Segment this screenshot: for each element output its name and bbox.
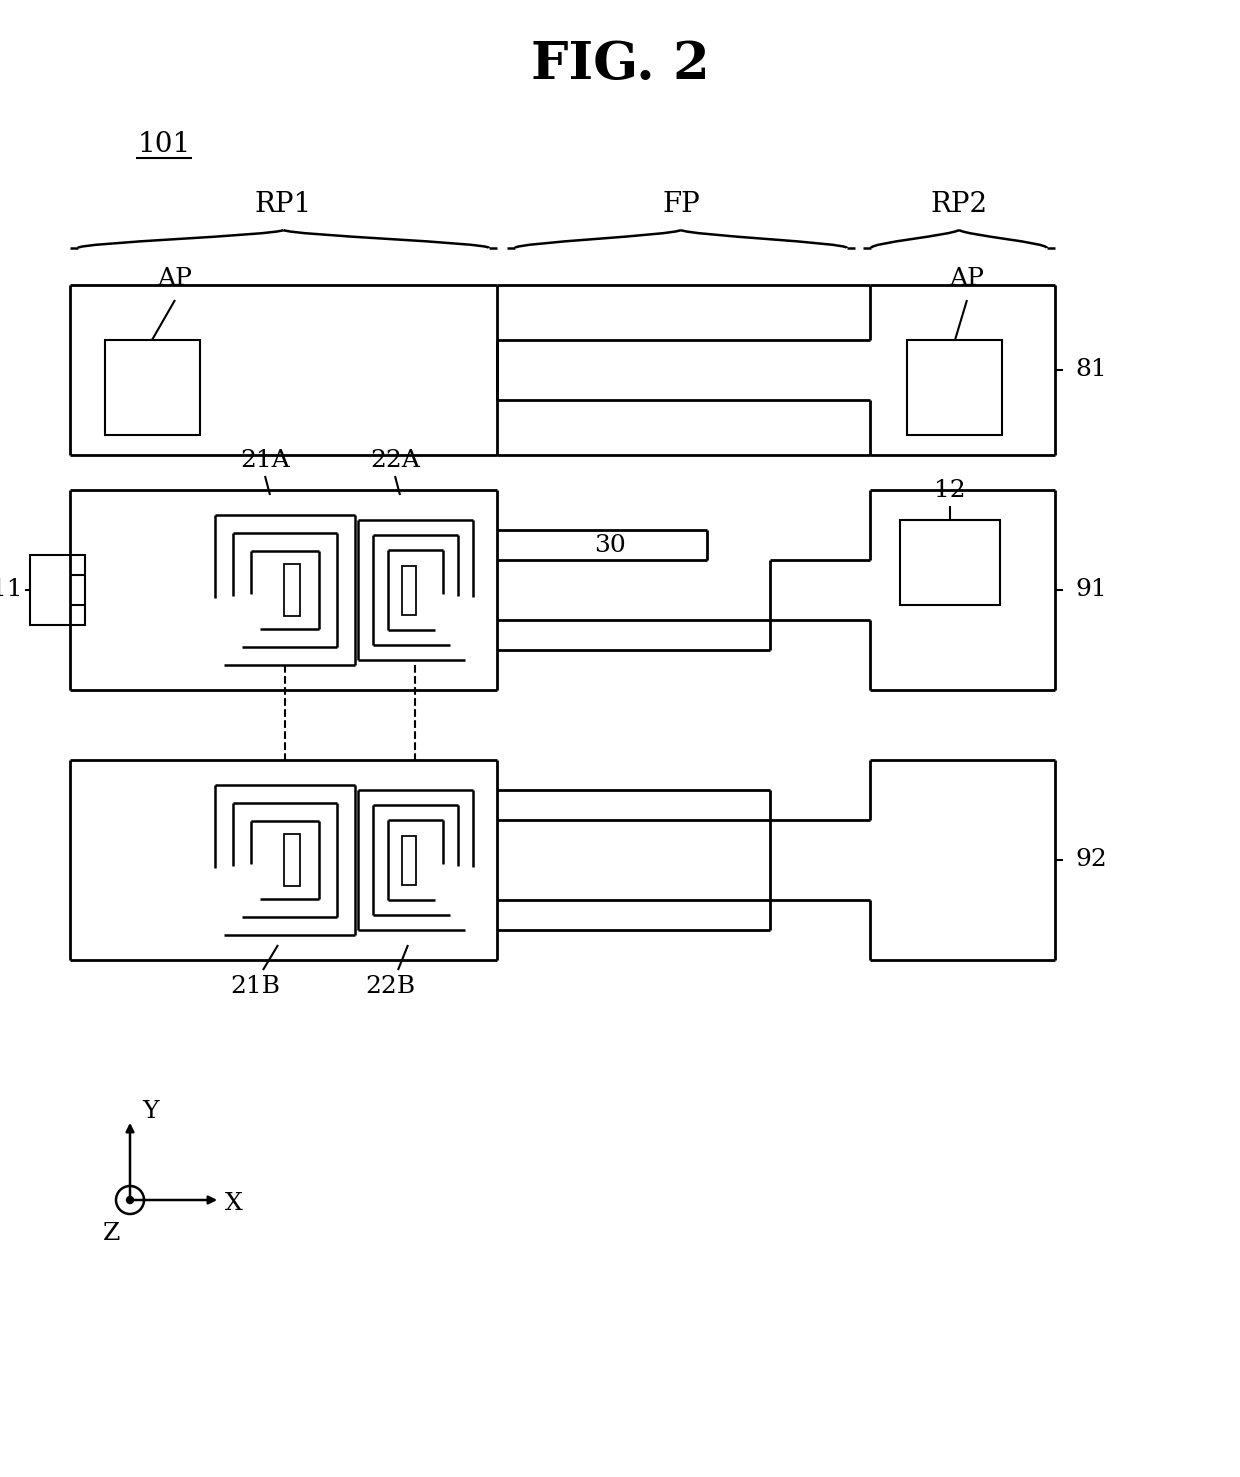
Bar — [402, 836, 417, 885]
Bar — [906, 340, 1002, 436]
Text: AP: AP — [157, 267, 192, 289]
Text: 92: 92 — [1075, 848, 1107, 871]
Text: Z: Z — [103, 1221, 120, 1245]
Text: RP2: RP2 — [930, 191, 987, 219]
Text: 22B: 22B — [365, 975, 415, 998]
Text: 101: 101 — [138, 131, 191, 158]
Bar — [402, 566, 417, 614]
Text: 91: 91 — [1075, 579, 1106, 601]
Text: X: X — [224, 1192, 243, 1214]
Text: 30: 30 — [594, 533, 626, 557]
Text: 22A: 22A — [370, 449, 420, 473]
Text: FP: FP — [662, 191, 699, 219]
Text: AP: AP — [950, 267, 985, 289]
Text: 21B: 21B — [229, 975, 280, 998]
Text: FIG. 2: FIG. 2 — [531, 40, 709, 90]
Text: 12: 12 — [934, 479, 966, 502]
Bar — [105, 340, 200, 436]
Text: 21A: 21A — [241, 449, 290, 473]
Text: 11: 11 — [0, 579, 22, 601]
Bar — [900, 520, 999, 606]
Text: Y: Y — [143, 1100, 159, 1124]
Bar — [30, 555, 86, 625]
Circle shape — [126, 1196, 134, 1204]
Text: RP1: RP1 — [255, 191, 312, 219]
Bar — [284, 564, 300, 616]
Text: 81: 81 — [1075, 359, 1106, 381]
Bar — [284, 833, 300, 886]
